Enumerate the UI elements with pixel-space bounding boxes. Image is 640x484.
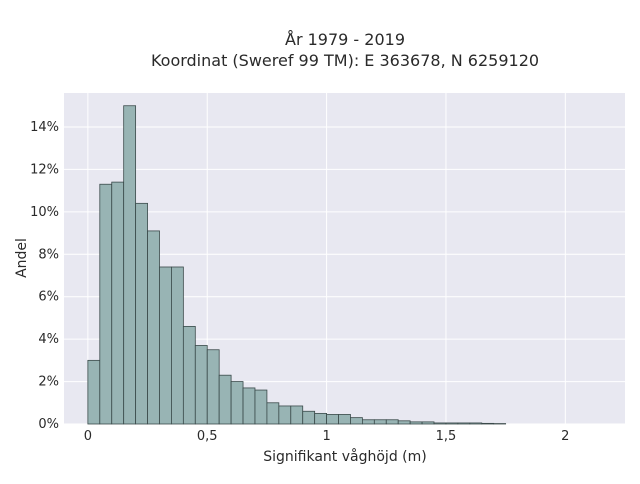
histogram-bar	[183, 326, 195, 424]
histogram-bar	[374, 420, 386, 424]
y-tick-label: 12%	[30, 162, 59, 177]
x-tick-label: 2	[561, 429, 569, 444]
histogram-bar	[410, 422, 422, 424]
x-axis-title: Signifikant våghöjd (m)	[263, 448, 426, 465]
histogram-bar	[100, 184, 112, 424]
histogram-bar	[458, 423, 470, 424]
y-tick-label: 2%	[38, 375, 59, 390]
y-tick-label: 4%	[38, 332, 59, 347]
histogram-bar	[279, 406, 291, 424]
histogram-bar	[243, 388, 255, 424]
histogram-bar	[327, 414, 339, 424]
histogram-bar	[422, 422, 434, 424]
y-tick-label: 8%	[38, 247, 59, 262]
histogram-bar	[303, 411, 315, 424]
histogram-bar	[434, 423, 446, 424]
histogram-bar	[159, 267, 171, 424]
histogram-bar	[350, 418, 362, 424]
chart-title-line-1: År 1979 - 2019	[285, 30, 405, 49]
y-axis-title: Andel	[14, 238, 30, 278]
x-tick-label: 0,5	[197, 429, 218, 444]
histogram-bar	[207, 350, 219, 424]
histogram-bar	[386, 420, 398, 424]
histogram-bar	[171, 267, 183, 424]
histogram-bar	[88, 360, 100, 424]
histogram-bar	[446, 423, 458, 424]
histogram-bar	[195, 345, 207, 424]
x-tick-label: 1,5	[436, 429, 457, 444]
histogram-bar	[362, 420, 374, 424]
chart-title-line-2: Koordinat (Sweref 99 TM): E 363678, N 62…	[151, 51, 539, 70]
histogram-bar	[231, 382, 243, 424]
histogram-bar	[112, 182, 124, 424]
x-tick-label: 0	[84, 429, 92, 444]
histogram-bar	[219, 375, 231, 424]
histogram-bar	[315, 413, 327, 424]
histogram-bar	[339, 414, 351, 424]
histogram-bar	[470, 423, 482, 424]
histogram-bar	[124, 106, 136, 424]
y-tick-label: 6%	[38, 290, 59, 305]
histogram-bar	[267, 403, 279, 424]
y-tick-label: 0%	[38, 417, 59, 432]
histogram-bar	[255, 390, 267, 424]
histogram-bar	[398, 421, 410, 424]
y-tick-label: 10%	[30, 205, 59, 220]
x-tick-label: 1	[322, 429, 330, 444]
histogram-bar	[291, 406, 303, 424]
histogram-bar	[482, 423, 494, 424]
histogram-bar	[148, 231, 160, 424]
y-tick-label: 14%	[30, 120, 59, 135]
histogram-bar	[136, 203, 148, 424]
